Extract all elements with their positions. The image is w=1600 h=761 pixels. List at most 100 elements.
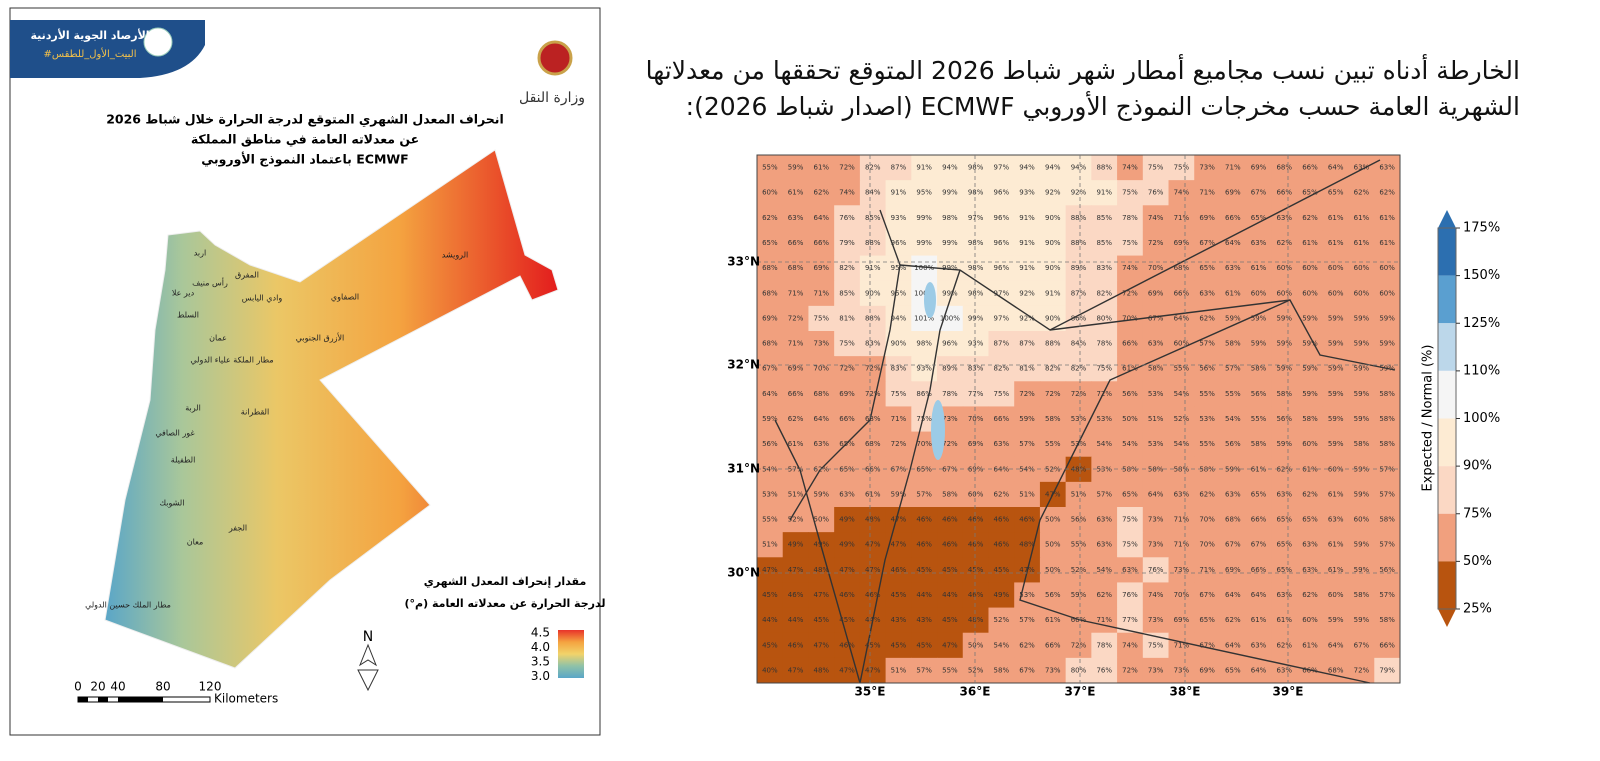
cell-value: 69% [762, 314, 778, 322]
cell-value: 81% [839, 314, 855, 322]
grid-cell [1219, 632, 1247, 659]
lon-label: 39°E [1273, 685, 1304, 699]
grid-cell [1091, 230, 1118, 257]
cell-value: 68% [788, 264, 804, 272]
cell-value: 95% [891, 264, 907, 272]
grid-cell [1219, 431, 1247, 458]
cell-value: 60% [1276, 289, 1292, 297]
cell-value: 59% [1276, 365, 1292, 373]
grid-cell [1194, 331, 1221, 357]
cell-value: 69% [1174, 616, 1190, 624]
cell-value: 93% [916, 365, 932, 373]
cell-value: 63% [1122, 566, 1138, 574]
grid-cell [1142, 230, 1170, 257]
cell-value: 57% [916, 666, 932, 674]
cell-value: 72% [891, 440, 907, 448]
grid-cell [1374, 205, 1401, 231]
grid-cell [757, 280, 784, 307]
grid-cell [757, 180, 784, 206]
cell-value: 65% [1199, 264, 1215, 272]
grid-cell [1091, 582, 1118, 609]
grid-cell [1297, 532, 1324, 558]
grid-cell [1245, 280, 1272, 307]
grid-cell [1065, 356, 1092, 382]
grid-cell [808, 331, 835, 357]
grid-cell [988, 507, 1015, 533]
cell-value: 59% [762, 415, 778, 423]
cell-value: 75% [1148, 164, 1164, 172]
grid-cell [1374, 255, 1401, 282]
grid-cell [1039, 305, 1067, 332]
grid-cell [1194, 381, 1221, 407]
cell-value: 55% [1199, 440, 1215, 448]
cell-value: 98% [916, 340, 932, 348]
grid-cell [1219, 481, 1247, 508]
grid-cell [988, 657, 1015, 684]
grid-cell [1194, 657, 1221, 684]
grid-cell [1065, 607, 1092, 634]
cell-value: 61% [1354, 214, 1370, 222]
grid-cell [1065, 205, 1092, 231]
cell-value: 61% [1276, 616, 1292, 624]
grid-cell [988, 582, 1015, 609]
grid-cell [937, 582, 964, 609]
cell-value: 73% [1148, 616, 1164, 624]
cell-value: 63% [1199, 289, 1215, 297]
grid-cell [937, 331, 964, 357]
cell-value: 82% [839, 264, 855, 272]
cell-value: 91% [916, 164, 932, 172]
grid-cell [1014, 255, 1041, 282]
grid-cell [1142, 557, 1170, 583]
cell-value: 71% [1174, 516, 1190, 524]
grid-cell [1168, 381, 1195, 407]
grid-cell [1374, 280, 1401, 307]
cell-value: 71% [788, 340, 804, 348]
grid-cell [937, 632, 964, 659]
grid-cell [757, 582, 784, 609]
cell-value: 63% [1148, 340, 1164, 348]
cell-value: 59% [1354, 365, 1370, 373]
cell-value: 49% [839, 541, 855, 549]
cell-value: 65% [1251, 490, 1267, 498]
cell-value: 57% [1379, 490, 1395, 498]
grid-cell [1322, 255, 1350, 282]
cell-value: 65% [1276, 516, 1292, 524]
cell-value: 62% [1302, 214, 1318, 222]
grid-cell [757, 532, 784, 558]
cell-value: 59% [1328, 440, 1344, 448]
cell-value: 65% [839, 440, 855, 448]
grid-cell [988, 406, 1015, 433]
grid-cell [1091, 632, 1118, 659]
city-label: عمان [209, 334, 227, 343]
grid-cell [911, 205, 938, 231]
grid-cell [834, 180, 861, 206]
grid-cell [962, 180, 989, 206]
grid-cell [1117, 582, 1144, 609]
cell-value: 60% [1302, 289, 1318, 297]
cell-value: 59% [788, 164, 804, 172]
grid-cell [1065, 557, 1092, 583]
cell-value: 48% [968, 616, 984, 624]
grid-cell [937, 657, 964, 684]
grid-cell [1348, 255, 1375, 282]
grid-cell [1065, 431, 1092, 458]
grid-cell [1297, 205, 1324, 231]
grid-cell [1039, 532, 1067, 558]
cell-value: 68% [1225, 516, 1241, 524]
cell-value: 49% [839, 516, 855, 524]
grid-cell [1168, 657, 1195, 684]
grid-cell [1117, 456, 1144, 483]
cell-value: 74% [1174, 189, 1190, 197]
grid-cell [911, 155, 938, 181]
cell-value: 60% [1276, 264, 1292, 272]
grid-cell [988, 280, 1015, 307]
grid-cell [1091, 205, 1118, 231]
cell-value: 74% [1122, 641, 1138, 649]
cell-value: 79% [1379, 666, 1395, 674]
border-line [789, 209, 901, 521]
grid-cell [1297, 305, 1324, 332]
cell-value: 83% [865, 340, 881, 348]
grid-cell [1245, 230, 1272, 257]
cell-value: 45% [994, 566, 1010, 574]
cell-value: 72% [1354, 666, 1370, 674]
